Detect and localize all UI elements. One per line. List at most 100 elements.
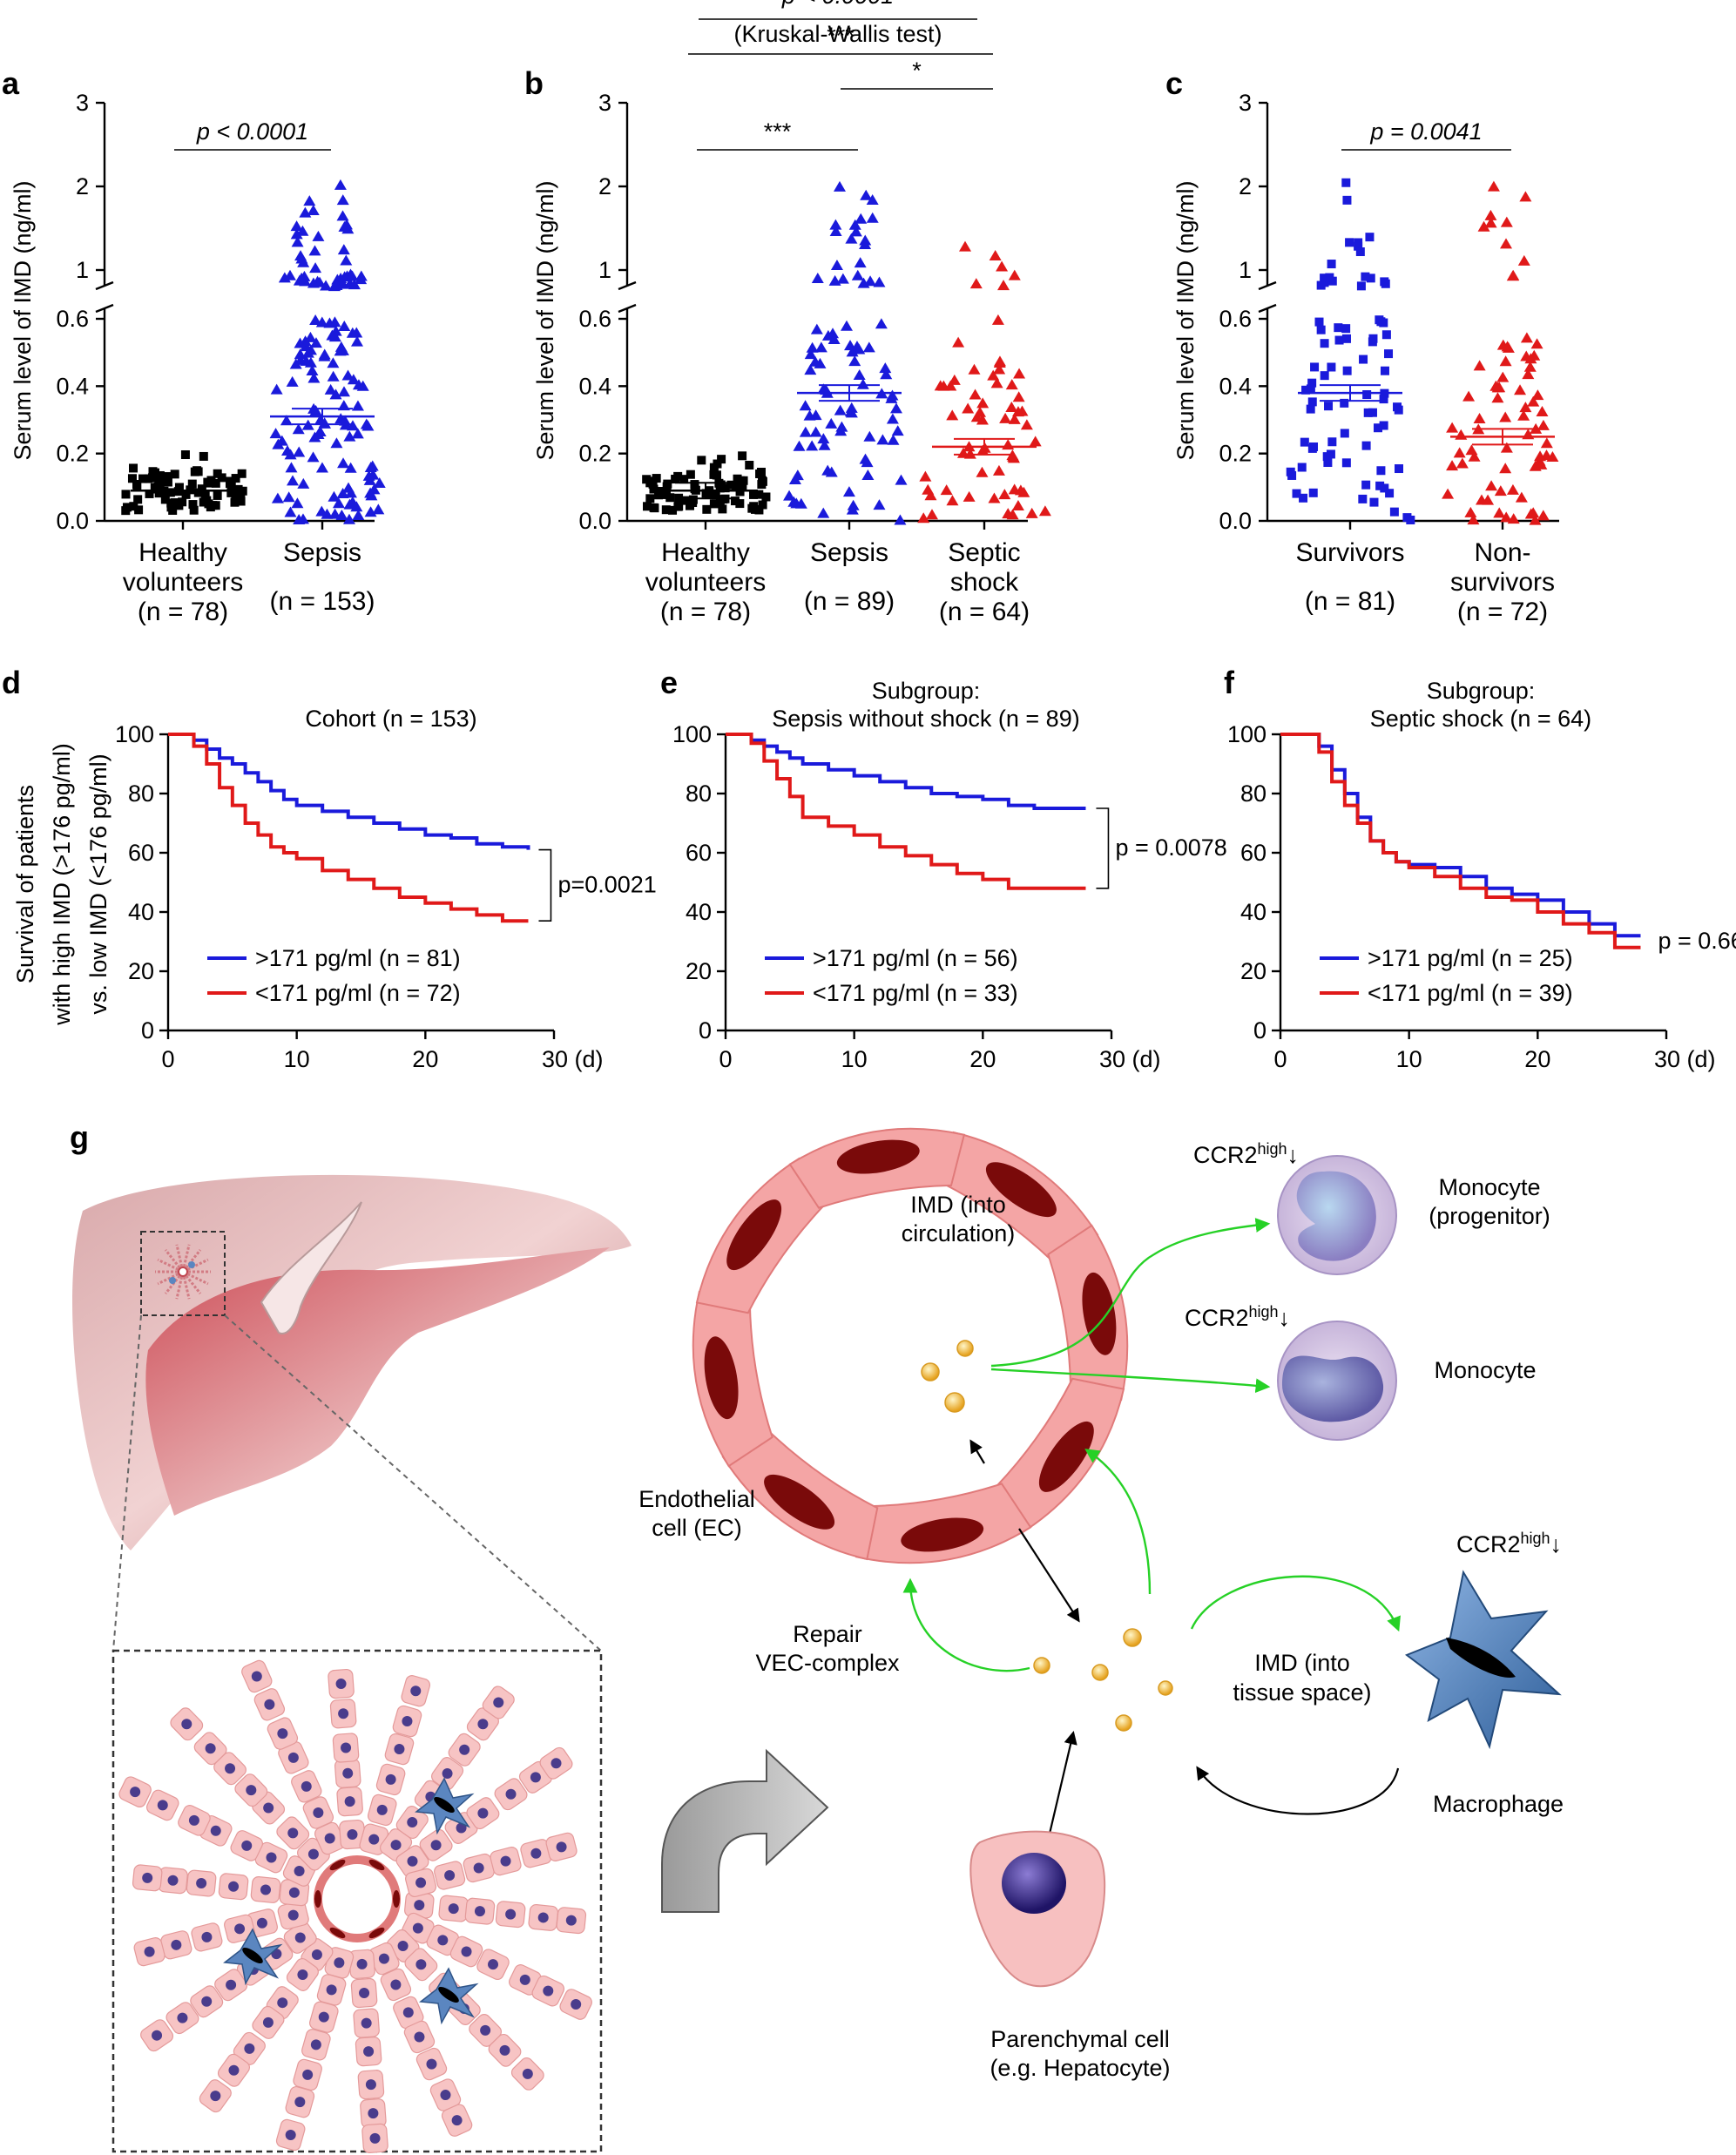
data-point <box>1406 515 1415 524</box>
data-point <box>226 482 236 491</box>
hepatocyte-nucleus <box>390 1840 402 1851</box>
data-point <box>174 501 184 510</box>
y-tick-label: 0.0 <box>1219 508 1252 534</box>
data-point <box>860 189 873 200</box>
hepatocyte-nucleus <box>228 1881 240 1892</box>
data-point <box>833 180 846 192</box>
data-point <box>293 446 306 457</box>
data-point <box>129 502 138 511</box>
y-tick-label: 0 <box>699 1017 712 1044</box>
data-point <box>328 490 341 502</box>
data-point <box>1500 216 1513 227</box>
data-point <box>709 463 719 472</box>
y-tick-label: 0.2 <box>56 441 89 467</box>
data-point <box>342 513 355 524</box>
hepatocyte-nucleus <box>530 1772 541 1783</box>
data-point <box>879 362 892 374</box>
y-tick-label: 60 <box>686 840 712 866</box>
data-point <box>1384 349 1394 359</box>
data-point <box>732 482 741 491</box>
data-point <box>1500 238 1513 249</box>
data-point <box>976 414 989 425</box>
data-point <box>810 323 823 334</box>
hepatocyte-nucleus <box>402 2007 414 2018</box>
y-tick-label: 0.4 <box>56 373 89 399</box>
data-point <box>834 404 847 415</box>
y-axis-label: Serum level of IMD (ng/ml) <box>1172 180 1199 460</box>
monocyte-label: Monocyte <box>1434 1357 1536 1383</box>
data-point <box>343 430 356 442</box>
data-point <box>327 370 340 382</box>
data-point <box>861 470 875 481</box>
data-point <box>969 278 983 289</box>
data-point <box>958 240 971 252</box>
group-n-label: (n = 78) <box>138 598 228 626</box>
legend-entry: >171 pg/ml (n = 56) <box>813 945 1018 971</box>
hepatocyte-nucleus <box>226 1979 237 1990</box>
group-n-label: (n = 64) <box>939 598 1030 626</box>
data-point <box>946 409 959 421</box>
data-point <box>1325 273 1334 282</box>
vein-nucleus <box>368 1927 385 1939</box>
y-tick-label: 2 <box>1239 173 1252 199</box>
data-point <box>1307 378 1317 388</box>
group-label: Healthy <box>138 538 227 567</box>
data-point <box>1025 507 1038 518</box>
data-point <box>334 179 347 190</box>
data-point <box>1361 272 1370 281</box>
data-point <box>825 417 838 429</box>
data-point <box>962 402 975 414</box>
data-point <box>1320 339 1329 348</box>
hepatocyte-nucleus <box>444 1870 456 1881</box>
data-point <box>165 488 175 497</box>
significance-label: * <box>912 57 922 84</box>
data-point <box>1323 458 1333 468</box>
data-point <box>1341 178 1351 187</box>
hepatocyte-nucleus <box>297 1969 308 1980</box>
header-test: (Kruskal-Wallis test) <box>733 21 942 47</box>
data-point <box>1522 368 1535 380</box>
data-point <box>1494 485 1507 497</box>
data-point <box>851 269 864 280</box>
group-label: Healthy <box>661 538 750 567</box>
data-point <box>830 259 843 270</box>
data-point <box>685 501 694 510</box>
data-point <box>1394 405 1403 415</box>
hepatocyte-nucleus <box>361 2017 372 2029</box>
data-point <box>864 275 877 287</box>
data-point <box>846 346 859 357</box>
data-point <box>160 495 170 504</box>
data-point <box>996 260 1009 272</box>
data-point <box>783 490 796 501</box>
hepatocyte-nucleus <box>505 1908 517 1920</box>
y-tick-label: 3 <box>1239 90 1252 116</box>
data-point <box>337 244 350 255</box>
data-point <box>1363 408 1373 417</box>
hepatocyte-nucleus <box>440 2090 451 2101</box>
endothelial-nucleus <box>1082 1272 1117 1355</box>
data-point <box>1520 332 1533 343</box>
data-point <box>1375 481 1385 490</box>
data-point <box>811 272 824 283</box>
vein-nucleus <box>393 1890 400 1908</box>
central-vein <box>314 1855 401 1942</box>
mini-spoke <box>186 1273 209 1286</box>
hepatocyte-nucleus <box>410 1685 422 1697</box>
data-point <box>829 219 842 230</box>
hepatocyte-nucleus <box>285 2129 296 2140</box>
data-point <box>1324 402 1334 411</box>
data-point <box>351 428 364 439</box>
data-point <box>926 509 939 520</box>
data-point <box>283 269 296 280</box>
imd-tissue-label: IMD (into <box>1254 1650 1350 1676</box>
data-point <box>917 512 930 524</box>
data-point <box>1299 493 1308 503</box>
data-point <box>1316 280 1326 290</box>
data-point <box>690 480 699 490</box>
data-point <box>197 484 206 494</box>
hepatic-lobule <box>118 1659 592 2153</box>
y-tick-label: 100 <box>1227 721 1267 747</box>
data-point <box>1446 460 1459 471</box>
data-point <box>758 500 767 510</box>
